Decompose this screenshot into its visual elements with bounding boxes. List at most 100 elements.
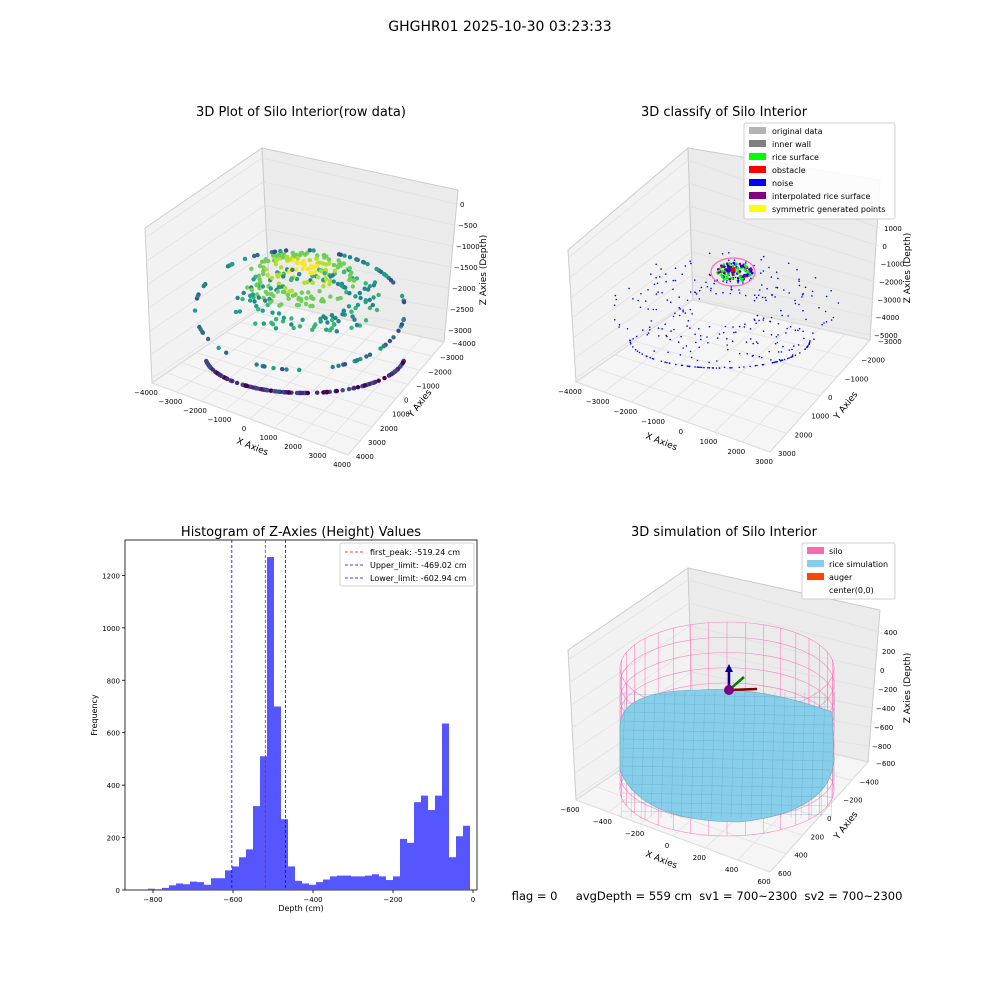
surface-point: [728, 262, 731, 265]
data-point: [315, 390, 320, 395]
data-point: [382, 271, 387, 277]
data-point: [364, 354, 369, 359]
noise-point: [832, 316, 835, 319]
data-point: [346, 386, 352, 392]
noise-point: [675, 363, 677, 366]
data-point: [367, 284, 372, 289]
noise-point: [677, 341, 680, 343]
data-point: [200, 329, 205, 335]
noise-point: [762, 330, 765, 333]
noise-point: [640, 293, 642, 295]
histogram-bar: [253, 806, 260, 890]
legend-label: auger: [829, 573, 853, 582]
panel2-x-ticks: −4000 −3000 −2000−1000 0 1000 2000 3000: [558, 388, 773, 466]
noise-point: [655, 308, 658, 311]
noise-point: [788, 349, 791, 351]
noise-point: [818, 307, 820, 309]
x-tick-label: 1000: [260, 434, 278, 442]
grid-line: [268, 275, 447, 310]
noise-point: [809, 340, 811, 342]
noise-point: [657, 327, 660, 329]
rice-mesh-line: [621, 720, 833, 726]
surface-point: [726, 266, 730, 270]
noise-point: [644, 300, 647, 302]
noise-point: [689, 327, 691, 329]
grid-line: [567, 579, 689, 661]
panel2-legend-frame: [743, 122, 896, 220]
rice-mesh-line: [621, 693, 833, 699]
x-tick-label: 200: [693, 854, 706, 862]
histogram-bar: [449, 857, 456, 890]
noise-point: [830, 289, 832, 292]
surface-point: [716, 268, 720, 271]
data-point: [268, 388, 274, 393]
panel4-x-ticks: −600 −400 −200 0 200 400 600: [560, 806, 770, 886]
noise-point: [777, 351, 780, 353]
data-point: [254, 362, 259, 367]
histogram-bar: [302, 883, 309, 890]
panel2-z-ticks: 1000 0 −1000 −2000 −3000 −4000 −5000: [874, 225, 904, 340]
legend-swatch: [749, 166, 766, 173]
histogram-bar: [463, 825, 470, 890]
noise-point: [762, 255, 765, 258]
histogram-bar: [281, 819, 288, 890]
rice-mesh-line: [621, 774, 833, 780]
histogram-bar: [323, 879, 330, 890]
data-point: [370, 302, 375, 308]
rice-mesh-line: [750, 691, 756, 819]
data-point: [254, 282, 259, 288]
histogram-bar: [197, 882, 204, 890]
legend-swatch: [807, 586, 824, 593]
noise-point: [754, 364, 757, 367]
grid-line: [569, 602, 690, 683]
z-tick-label: −400: [876, 705, 895, 713]
data-point: [271, 365, 276, 371]
histogram-bar: [267, 557, 274, 890]
grid-line: [673, 313, 854, 360]
data-point: [381, 344, 386, 349]
data-point: [341, 269, 347, 275]
data-point: [289, 288, 294, 293]
noise-point: [647, 332, 650, 334]
data-point: [294, 302, 300, 308]
data-point: [296, 297, 301, 302]
noise-point: [658, 335, 660, 337]
noise-point: [636, 350, 639, 353]
surface-point: [723, 265, 726, 269]
panel3-x-label: Depth (cm): [278, 904, 323, 913]
y-tick-label: 200: [107, 835, 120, 843]
grid-line: [151, 299, 271, 379]
data-point: [357, 290, 362, 296]
noise-point: [830, 319, 833, 321]
data-point: [289, 276, 294, 281]
noise-point: [825, 321, 828, 323]
auger-z-arrowhead: [725, 664, 733, 672]
z-tick-label: −2000: [879, 279, 903, 287]
data-point: [300, 390, 305, 396]
noise-point: [787, 315, 789, 317]
panel4-y-ticks: 600 400 200 0 −200 −400 −600: [778, 760, 895, 878]
histogram-bar: [260, 756, 267, 890]
legend-label: center(0,0): [829, 586, 874, 595]
noise-point: [812, 332, 814, 334]
data-point: [321, 390, 326, 395]
data-point: [269, 275, 275, 281]
noise-point: [706, 336, 708, 338]
data-point: [327, 282, 332, 287]
noise-point: [730, 286, 733, 288]
data-point: [269, 320, 274, 325]
x-tick-label: 0: [242, 425, 246, 433]
surface-point: [717, 271, 721, 274]
noise-point: [694, 333, 696, 336]
noise-point: [672, 288, 674, 291]
z-tick-label: −2500: [450, 306, 474, 314]
noise-point: [680, 364, 683, 367]
data-point: [367, 305, 373, 311]
noise-point: [647, 308, 649, 310]
noise-point: [797, 344, 800, 346]
data-point: [301, 259, 307, 264]
status-line: flag = 0 avgDepth = 559 cm sv1 = 700~230…: [512, 889, 903, 903]
data-point: [272, 389, 277, 394]
data-point: [267, 300, 273, 305]
noise-point: [760, 259, 762, 261]
